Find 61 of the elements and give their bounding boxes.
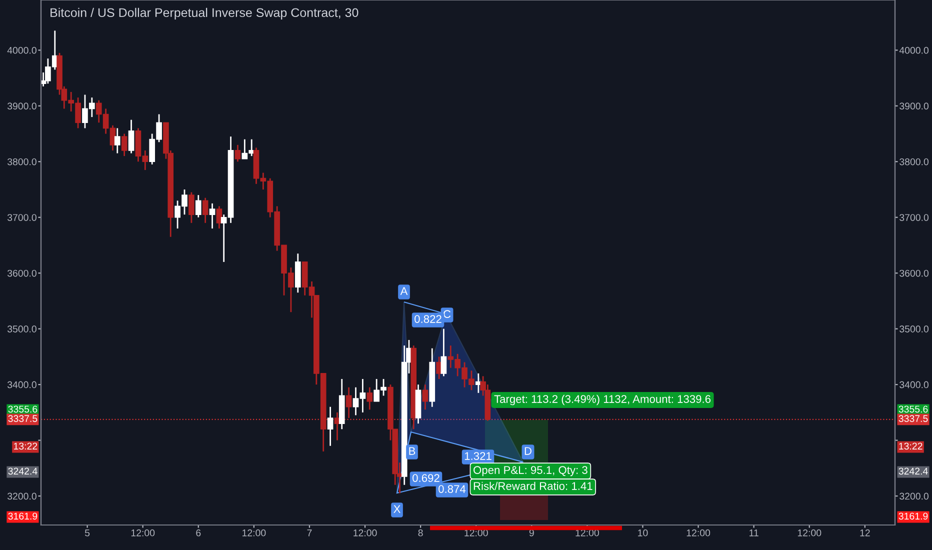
y-tick-label: 3900.0 [7, 102, 36, 110]
y2-tick-label: 3500.0 [900, 326, 929, 332]
y2-tick-label: 3200.0 [900, 492, 929, 500]
ref-line-label: 3337.5 [898, 415, 928, 422]
y-tick-label: 3500.0 [7, 326, 36, 332]
annotation: 0.874 [438, 485, 466, 493]
x-tick-label: 5 [84, 530, 90, 536]
x-tick-label: 12:00 [798, 529, 822, 536]
text: 3355.6 [8, 406, 38, 413]
x-tick-label: 7 [307, 530, 312, 536]
annotation: 0.822 [414, 315, 442, 323]
annotation: 0.692 [412, 474, 440, 482]
x-tick-label: 12 [860, 529, 870, 536]
y2-tick-label: 3800.0 [900, 158, 929, 166]
y-tick-label: 4000.0 [7, 46, 36, 54]
annotation: Target: 113.2 (3.49%) 1132, Amount: 1339.6 [494, 394, 711, 406]
x-tick-label: 12:00 [242, 529, 266, 536]
annotation: C [444, 310, 451, 318]
annotation: 1.321 [464, 452, 492, 460]
text: 3242.4 [898, 468, 928, 475]
y2-tick-label: 3700.0 [900, 214, 929, 221]
candlestick [366, 386, 373, 410]
text: 13:22 [14, 442, 38, 450]
annotation: Risk/Reward Ratio: 1.41 [474, 482, 592, 490]
candlestick [209, 202, 216, 230]
y2-tick-label: 3400.0 [900, 381, 929, 388]
y-tick-label: 3700.0 [7, 214, 36, 221]
candlestick [121, 133, 128, 157]
annotation: Open P&L: 95.1, Qty: 3 [474, 466, 588, 476]
text: 3161.9 [898, 512, 928, 520]
annotation: D [524, 447, 532, 455]
text: 3242.4 [8, 468, 38, 475]
candlestick [128, 119, 134, 154]
text: 3337.5 [8, 415, 38, 422]
text: 3161.9 [8, 512, 38, 520]
y-tick-label: 3400.0 [7, 381, 36, 388]
text: Bitcoin / US Dollar Perpetual Inverse Swap Contract, 30 [50, 8, 358, 20]
x-tick-label: 12:00 [131, 529, 155, 536]
y-tick-label: 3800.0 [7, 158, 36, 166]
x-tick-label: 11 [750, 530, 758, 536]
x-tick-label: 12:00 [354, 529, 377, 536]
candlestick [327, 406, 334, 447]
candlestick [234, 144, 241, 162]
annotation: A [400, 287, 408, 295]
y2-tick-label: 3600.0 [900, 270, 929, 277]
x-tick-label: 6 [196, 529, 201, 536]
candlestick [195, 194, 202, 218]
x-tick-label: 12:00 [686, 529, 710, 536]
annotation: B [409, 447, 416, 455]
y2-tick-label: 4000.0 [899, 46, 929, 54]
candlestick [346, 386, 352, 419]
text: 13:22 [899, 442, 922, 450]
x-tick-label: 8 [418, 529, 423, 536]
annotation: X [394, 505, 400, 513]
candlestick [188, 192, 194, 224]
text: 3355.6 [898, 406, 928, 413]
y2-tick-label: 3900.0 [900, 102, 929, 110]
y-tick-label: 3200.0 [7, 492, 36, 500]
x-tick-label: 10 [638, 529, 648, 536]
y-tick-label: 3600.0 [7, 270, 36, 277]
candlestick [202, 197, 208, 224]
